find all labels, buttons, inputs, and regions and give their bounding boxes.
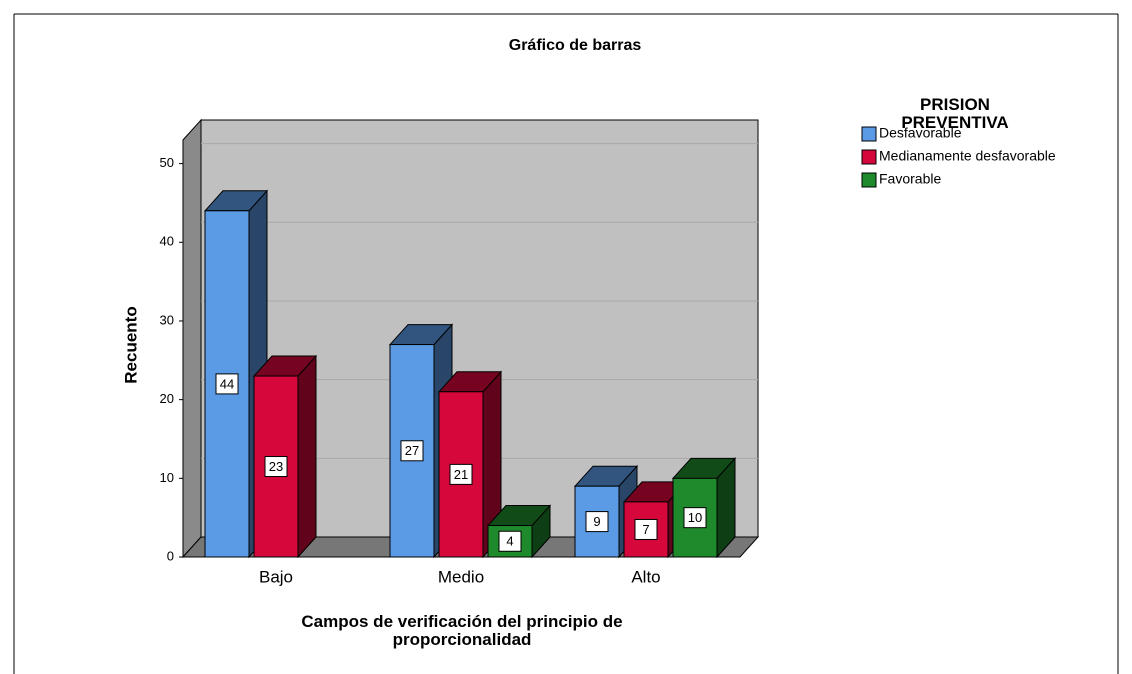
data-label: 27 — [405, 443, 419, 458]
x-tick-label: Medio — [438, 567, 484, 586]
y-tick-label: 30 — [160, 312, 174, 327]
y-tick-label: 20 — [160, 391, 174, 406]
data-label-box — [683, 507, 707, 529]
data-label: 9 — [593, 514, 600, 529]
data-label-box — [585, 511, 609, 533]
y-tick-label: 40 — [160, 234, 174, 249]
y-tick-label: 10 — [160, 470, 174, 485]
legend-label: Desfavorable — [879, 125, 962, 141]
data-label: 4 — [506, 534, 513, 549]
legend-swatch — [861, 149, 877, 165]
y-tick-label: 0 — [167, 548, 174, 563]
legend-label: Medianamente desfavorable — [879, 148, 1056, 164]
legend-title: PRISION PREVENTIVA — [901, 95, 1009, 132]
data-label-box — [215, 373, 239, 395]
data-label-box — [498, 530, 522, 552]
data-label-box — [634, 518, 658, 540]
x-tick-label: Alto — [631, 567, 660, 586]
data-label-box — [449, 463, 473, 485]
x-tick-label: Bajo — [259, 567, 293, 586]
data-label: 23 — [269, 459, 283, 474]
chart-title: Gráfico de barras — [509, 37, 642, 54]
bar-side — [297, 354, 317, 559]
data-label: 21 — [454, 467, 468, 482]
y-tick-label: 50 — [160, 155, 174, 170]
y-axis-title: Recuento — [121, 306, 140, 383]
data-label: 10 — [688, 510, 702, 525]
side-wall — [182, 118, 202, 559]
legend-swatch — [861, 126, 877, 142]
data-label-box — [400, 440, 424, 462]
data-label: 7 — [642, 522, 649, 537]
data-label-box — [264, 456, 288, 478]
legend-label: Favorable — [879, 171, 941, 187]
data-label: 44 — [220, 376, 234, 391]
x-axis-title: Campos de verificación del principio de … — [301, 612, 623, 649]
legend-swatch — [861, 172, 877, 188]
